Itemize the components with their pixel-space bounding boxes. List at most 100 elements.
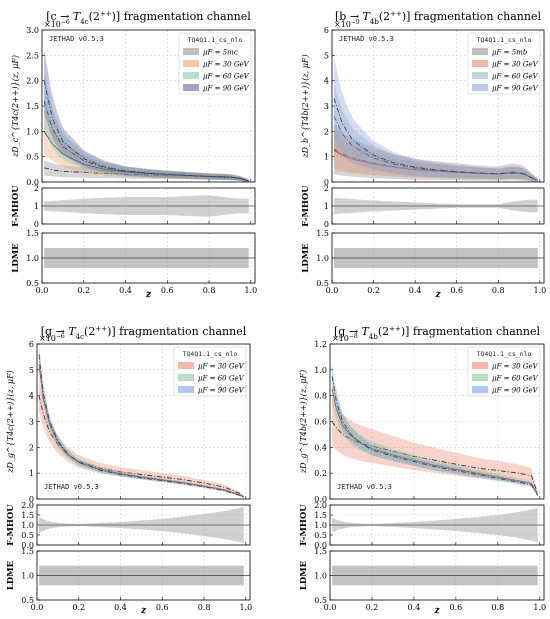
ytick-label-mid: 0.5 — [21, 531, 34, 540]
ldme-label: LDME — [299, 560, 309, 590]
ytick-label-top: 0.5 — [26, 153, 39, 162]
ytick-label-top: 1.2 — [314, 340, 327, 349]
ytick-label-mid: 1.0 — [314, 521, 327, 530]
ldme-label: LDME — [6, 560, 16, 590]
title-part: (2 — [379, 10, 390, 23]
ytick-label-top: 0.2 — [314, 469, 327, 478]
ytick-label-top: 2 — [29, 443, 34, 452]
xtick-label: 0.6 — [450, 286, 463, 295]
ytick-label-top: 4 — [324, 77, 329, 86]
xtick-label: 0.4 — [119, 286, 132, 295]
legend-swatch — [472, 48, 488, 55]
legend-swatch — [178, 374, 194, 381]
legend-box — [467, 346, 541, 397]
legend-label: μF = 30 GeV — [492, 61, 539, 69]
xtick-label: 0.0 — [36, 286, 49, 295]
ytick-label-mid: 2 — [324, 184, 329, 193]
legend-title: TQ4Q1.1_cs_nlo — [477, 36, 532, 44]
ytick-label-bot: 1.0 — [314, 572, 327, 581]
ytick-label-bot: 1.0 — [21, 572, 34, 581]
title-part: ++ — [389, 325, 401, 333]
xtick-label: 0.2 — [367, 286, 380, 295]
series-line — [333, 148, 538, 182]
axis-exponent-power: −9 — [351, 19, 360, 26]
series-line — [331, 376, 539, 496]
ytick-label-bot: 0.5 — [314, 596, 327, 605]
ytick-label-mid: 0.0 — [21, 541, 34, 550]
mid-frame — [331, 187, 545, 225]
title-part: (2 — [84, 325, 95, 338]
xtick-label: 0.4 — [409, 286, 422, 295]
xtick-label: 0.8 — [492, 286, 505, 295]
ytick-label-top: 0.8 — [314, 392, 327, 401]
ytick-label-top: 1.0 — [314, 366, 327, 375]
legend-title: TQ4Q1.1_cs_nlo — [188, 36, 243, 44]
title-part: T — [362, 325, 371, 338]
series-group — [43, 49, 249, 182]
legend-label: μF = 5mc — [203, 49, 238, 57]
panel-1: [c → T4c(2++)] fragmentation channel 0.0 0… — [11, 10, 257, 300]
legend-label: μF = 30 GeV — [203, 61, 250, 69]
ytick-label-top: 0 — [29, 495, 34, 504]
ytick-label-mid: 2.0 — [21, 501, 34, 510]
title-part: )] fragmentation channel — [112, 10, 252, 23]
legend-swatch — [183, 60, 199, 67]
title-part: 4b — [370, 18, 379, 26]
y-axis-label: zD_b^{T4b(2++)}(z, μF) — [301, 54, 310, 158]
ytick-label-top: 2.0 — [26, 77, 39, 86]
ytick-label-top: 4 — [29, 392, 34, 401]
xtick-label: 0.2 — [366, 603, 379, 612]
series-band — [334, 84, 538, 182]
title-part: 4c — [80, 18, 88, 26]
ytick-label-top: 2 — [324, 127, 329, 136]
xtick-label: 0.0 — [326, 286, 339, 295]
title-part: T — [68, 325, 77, 338]
ytick-label-bot: 1.0 — [26, 254, 39, 263]
series-line — [38, 395, 245, 497]
ytick-label-mid: 0.5 — [314, 531, 327, 540]
legend-swatch — [472, 72, 488, 79]
axis-exponent: ×10−9 — [334, 19, 360, 30]
xtick-label: 0.6 — [450, 603, 463, 612]
series-band — [44, 109, 249, 182]
xtick-label: 0.4 — [408, 603, 421, 612]
title-part: ++ — [100, 10, 112, 18]
ytick-label-bot: 1.0 — [316, 254, 329, 263]
title-part: )] fragmentation channel — [402, 10, 542, 23]
title-part: )] fragmentation channel — [401, 325, 541, 338]
legend-label: μF = 90 GeV — [492, 85, 539, 93]
ytick-label-mid: 1.5 — [21, 511, 34, 520]
ldme-label: LDME — [301, 243, 311, 273]
axis-exponent-power: −6 — [56, 333, 65, 340]
title-part: )] fragmentation channel — [107, 325, 247, 338]
ytick-label-mid: 2 — [34, 184, 39, 193]
legend-swatch — [178, 362, 194, 369]
ytick-label-mid: 1 — [324, 202, 329, 211]
chart-title: [c → T4c(2++)] fragmentation channel — [46, 10, 251, 26]
xtick-label: 0.4 — [114, 603, 127, 612]
ytick-label-mid: 1 — [34, 202, 39, 211]
x-axis-label: z — [433, 606, 440, 616]
ytick-label-mid: 1.0 — [21, 521, 34, 530]
bot-frame — [36, 550, 251, 601]
title-part: T — [73, 10, 82, 23]
legend-box — [173, 346, 247, 397]
xtick-label: 0.6 — [161, 286, 174, 295]
legend-label: μF = 90 GeV — [198, 387, 245, 395]
title-part: ++ — [95, 325, 107, 333]
ytick-label-mid: 0 — [324, 220, 329, 229]
xtick-label: 0.8 — [491, 603, 504, 612]
version-label: JETHAD v0.5.3 — [44, 483, 99, 491]
y-axis-label: zD_g^{T4c(2++)}(z, μF) — [6, 370, 15, 474]
title-part: 4c — [76, 333, 84, 341]
title-part: 4b — [369, 333, 378, 341]
legend-label: μF = 5mb — [492, 49, 528, 57]
legend-label: μF = 60 GeV — [198, 375, 245, 383]
ytick-label-top: 0 — [324, 178, 329, 187]
ytick-label-mid: 0 — [34, 220, 39, 229]
series-band — [334, 123, 538, 182]
series-line — [43, 167, 249, 182]
series-line — [331, 389, 539, 496]
plot-frame — [41, 29, 256, 183]
